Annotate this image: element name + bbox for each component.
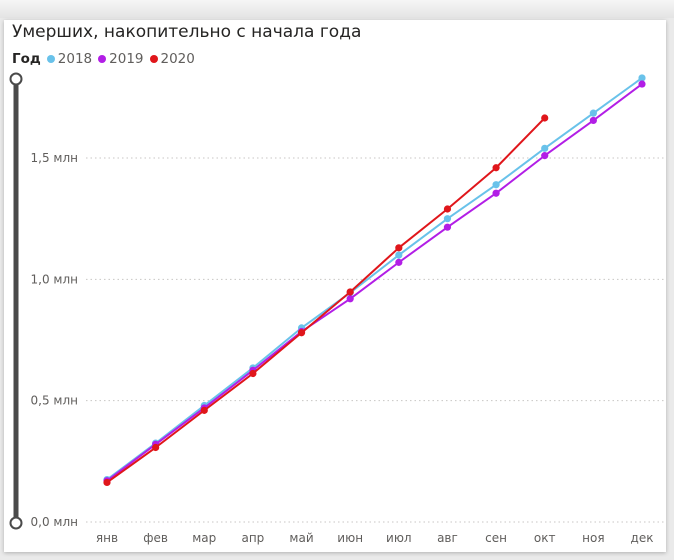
y-tick-label: 1,5 млн	[31, 151, 78, 165]
data-point-2018-сен[interactable]	[492, 181, 500, 189]
series-line-2020	[106, 117, 546, 484]
x-tick-label: ноя	[582, 531, 604, 545]
data-point-2018-авг[interactable]	[443, 215, 452, 223]
legend-marker-2018	[46, 55, 55, 63]
x-tick-label: окт	[534, 531, 556, 545]
x-tick-label: мар	[192, 531, 216, 545]
line-chart-plot: 0,0 млн 0,5 млн 1,0 млн 1,5 млн янв фев мар апр…	[9, 72, 664, 545]
x-tick-label: май	[289, 531, 313, 545]
year-slicer[interactable]	[9, 72, 23, 530]
data-point-2020-сен[interactable]	[492, 164, 500, 172]
legend-item-2018[interactable]: 2018	[46, 51, 93, 67]
data-point-2020-май[interactable]	[297, 329, 306, 337]
y-tick-label: 0,0 млн	[31, 515, 78, 529]
x-tick-label: янв	[96, 531, 118, 545]
data-point-2020-фев[interactable]	[152, 443, 160, 452]
data-point-2019-ноя[interactable]	[589, 116, 597, 125]
data-point-2018-ноя[interactable]	[589, 109, 597, 117]
slicer-handle-top[interactable]	[9, 72, 23, 86]
x-tick-label: сен	[485, 531, 507, 545]
y-tick-label: 0,5 млн	[31, 394, 78, 408]
window-top-bar	[0, 0, 674, 18]
legend-label-2019: 2019	[109, 51, 144, 67]
data-point-2019-сен[interactable]	[492, 189, 500, 197]
data-point-2018-окт[interactable]	[541, 144, 549, 152]
data-point-2019-дек[interactable]	[638, 80, 646, 88]
legend-item-2019[interactable]: 2019	[98, 51, 144, 67]
data-point-2019-окт[interactable]	[541, 152, 549, 160]
legend-label-2018: 2018	[57, 51, 93, 67]
series-line-2018	[106, 77, 643, 481]
data-point-2020-апр[interactable]	[249, 369, 257, 378]
x-tick-label: июл	[386, 531, 412, 545]
x-tick-label: дек	[631, 531, 654, 545]
x-tick-label: июн	[337, 531, 363, 545]
data-point-2020-июл[interactable]	[395, 244, 403, 252]
legend-title: Год	[12, 51, 41, 67]
data-point-2020-мар[interactable]	[200, 406, 208, 414]
legend-label-2020: 2020	[160, 51, 195, 67]
data-point-2020-окт[interactable]	[541, 114, 549, 122]
legend-marker-2020	[149, 55, 158, 63]
data-point-2020-июн[interactable]	[346, 288, 354, 296]
data-point-2020-авг[interactable]	[443, 205, 452, 213]
chart-visual[interactable]: Умерших, накопительно с начала года Год …	[4, 20, 666, 552]
x-tick-label: фев	[143, 531, 168, 545]
chart-legend: Год 2018 2019 2020	[12, 51, 201, 67]
legend-item-2020[interactable]: 2020	[149, 51, 195, 67]
data-point-2019-июл[interactable]	[395, 258, 403, 266]
data-point-2020-янв[interactable]	[103, 478, 111, 487]
series-2020	[103, 114, 549, 487]
series-2019	[103, 80, 646, 485]
x-tick-label: апр	[241, 531, 264, 545]
slicer-handle-bottom[interactable]	[9, 516, 23, 530]
chart-title: Умерших, накопительно с начала года	[12, 22, 362, 42]
data-point-2019-июн[interactable]	[346, 295, 354, 303]
x-tick-label: авг	[437, 531, 458, 545]
data-point-2019-авг[interactable]	[443, 223, 452, 231]
series-line-2019	[106, 83, 643, 482]
data-point-2018-июл[interactable]	[395, 251, 403, 259]
y-tick-label: 1,0 млн	[31, 272, 78, 286]
legend-marker-2019	[98, 55, 107, 63]
data-point-2018-дек[interactable]	[638, 74, 646, 82]
